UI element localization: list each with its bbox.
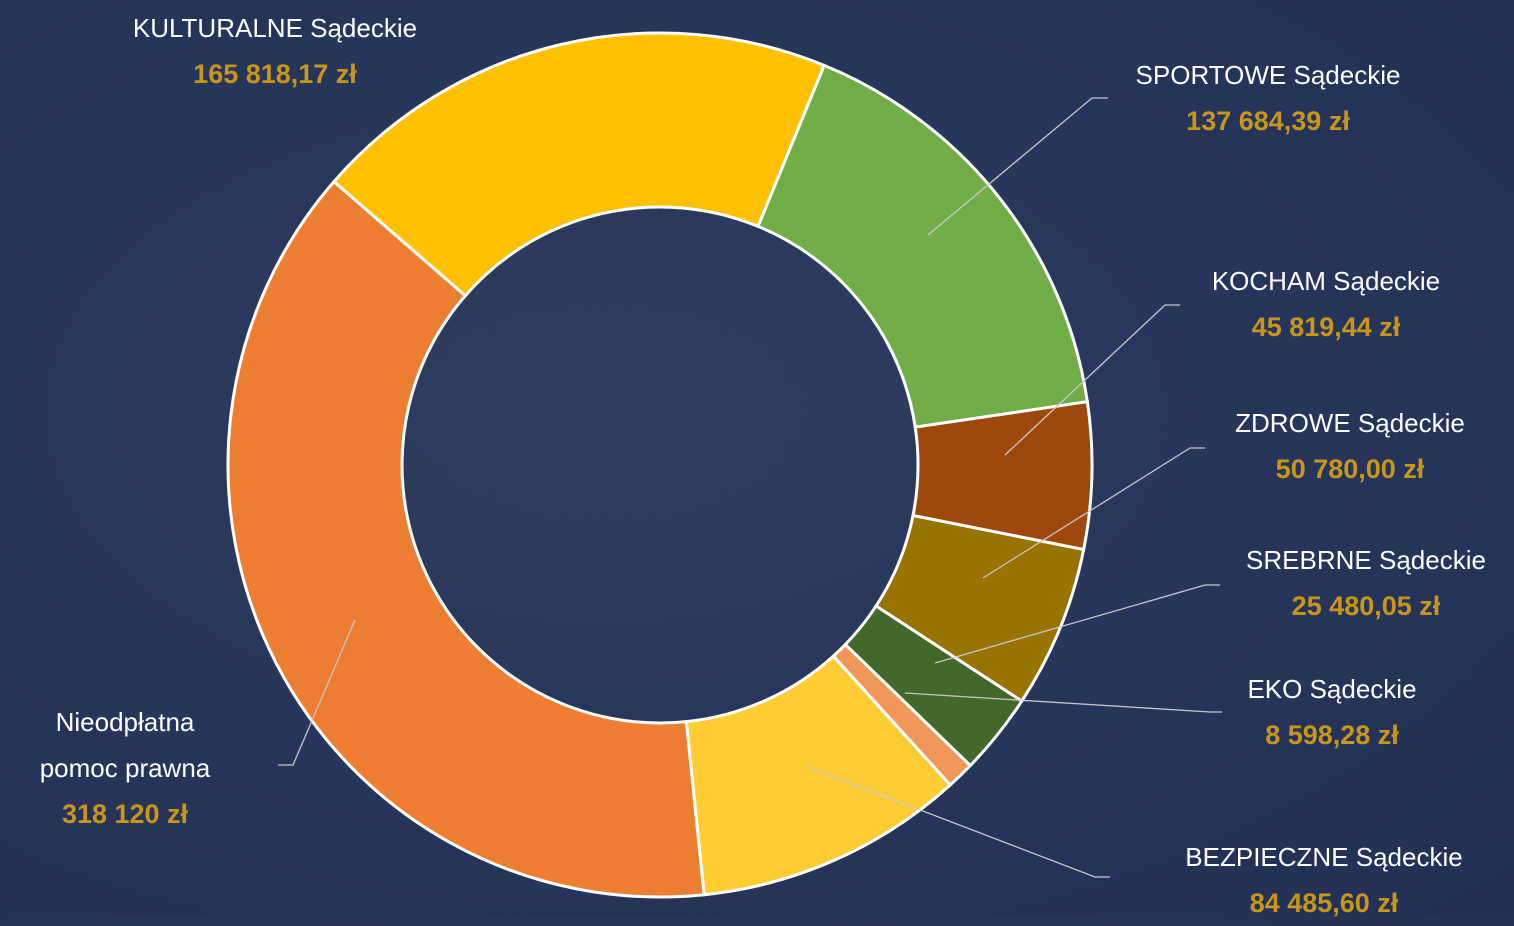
- category-label: KOCHAM Sądeckie: [1211, 266, 1441, 296]
- leader-line: [1004, 304, 1180, 456]
- value-label: 25 480,05 zł: [1291, 591, 1441, 621]
- slice-label: SREBRNE Sądeckie 25 480,05 zł: [1246, 537, 1486, 629]
- category-label: SPORTOWE Sądeckie: [1135, 60, 1401, 90]
- slice: [331, 31, 827, 298]
- slice-label: EKO Sądeckie 8 598,28 zł: [1247, 666, 1416, 758]
- slice-label: KULTURALNE Sądeckie 165 818,17 zł: [133, 5, 417, 97]
- category-label: ZDROWE Sądeckie: [1235, 408, 1465, 438]
- category-label: SREBRNE Sądeckie: [1246, 545, 1486, 575]
- leader-line: [278, 619, 356, 766]
- value-label: 137 684,39 zł: [1186, 106, 1350, 136]
- slice-label: SPORTOWE Sądeckie 137 684,39 zł: [1136, 52, 1401, 144]
- slice-label: KOCHAM Sądeckie 45 819,44 zł: [1212, 258, 1440, 350]
- value-label: 84 485,60 zł: [1249, 888, 1399, 918]
- slice-label: Nieodpłatna pomoc prawna 318 120 zł: [18, 699, 233, 837]
- value-label: 165 818,17 zł: [193, 59, 357, 89]
- slice-label: ZDROWE Sądeckie 50 780,00 zł: [1235, 400, 1465, 492]
- value-label: 8 598,28 zł: [1265, 720, 1399, 750]
- leader-line: [807, 766, 1110, 878]
- leader-line: [982, 447, 1205, 579]
- leader-line: [934, 584, 1220, 664]
- value-label: 318 120 zł: [61, 799, 189, 829]
- slice-label: BEZPIECZNE Sądeckie 84 485,60 zł: [1185, 834, 1462, 926]
- slice: [226, 179, 706, 899]
- leader-line: [927, 97, 1108, 236]
- leader-line: [904, 692, 1222, 713]
- value-label: 50 780,00 zł: [1275, 454, 1425, 484]
- category-label: KULTURALNE Sądeckie: [132, 13, 418, 43]
- category-label: EKO Sądeckie: [1247, 674, 1417, 704]
- category-label: Nieodpłatna pomoc prawna: [39, 707, 211, 783]
- category-label: BEZPIECZNE Sądeckie: [1185, 842, 1463, 872]
- slice: [756, 63, 1090, 429]
- value-label: 45 819,44 zł: [1251, 312, 1401, 342]
